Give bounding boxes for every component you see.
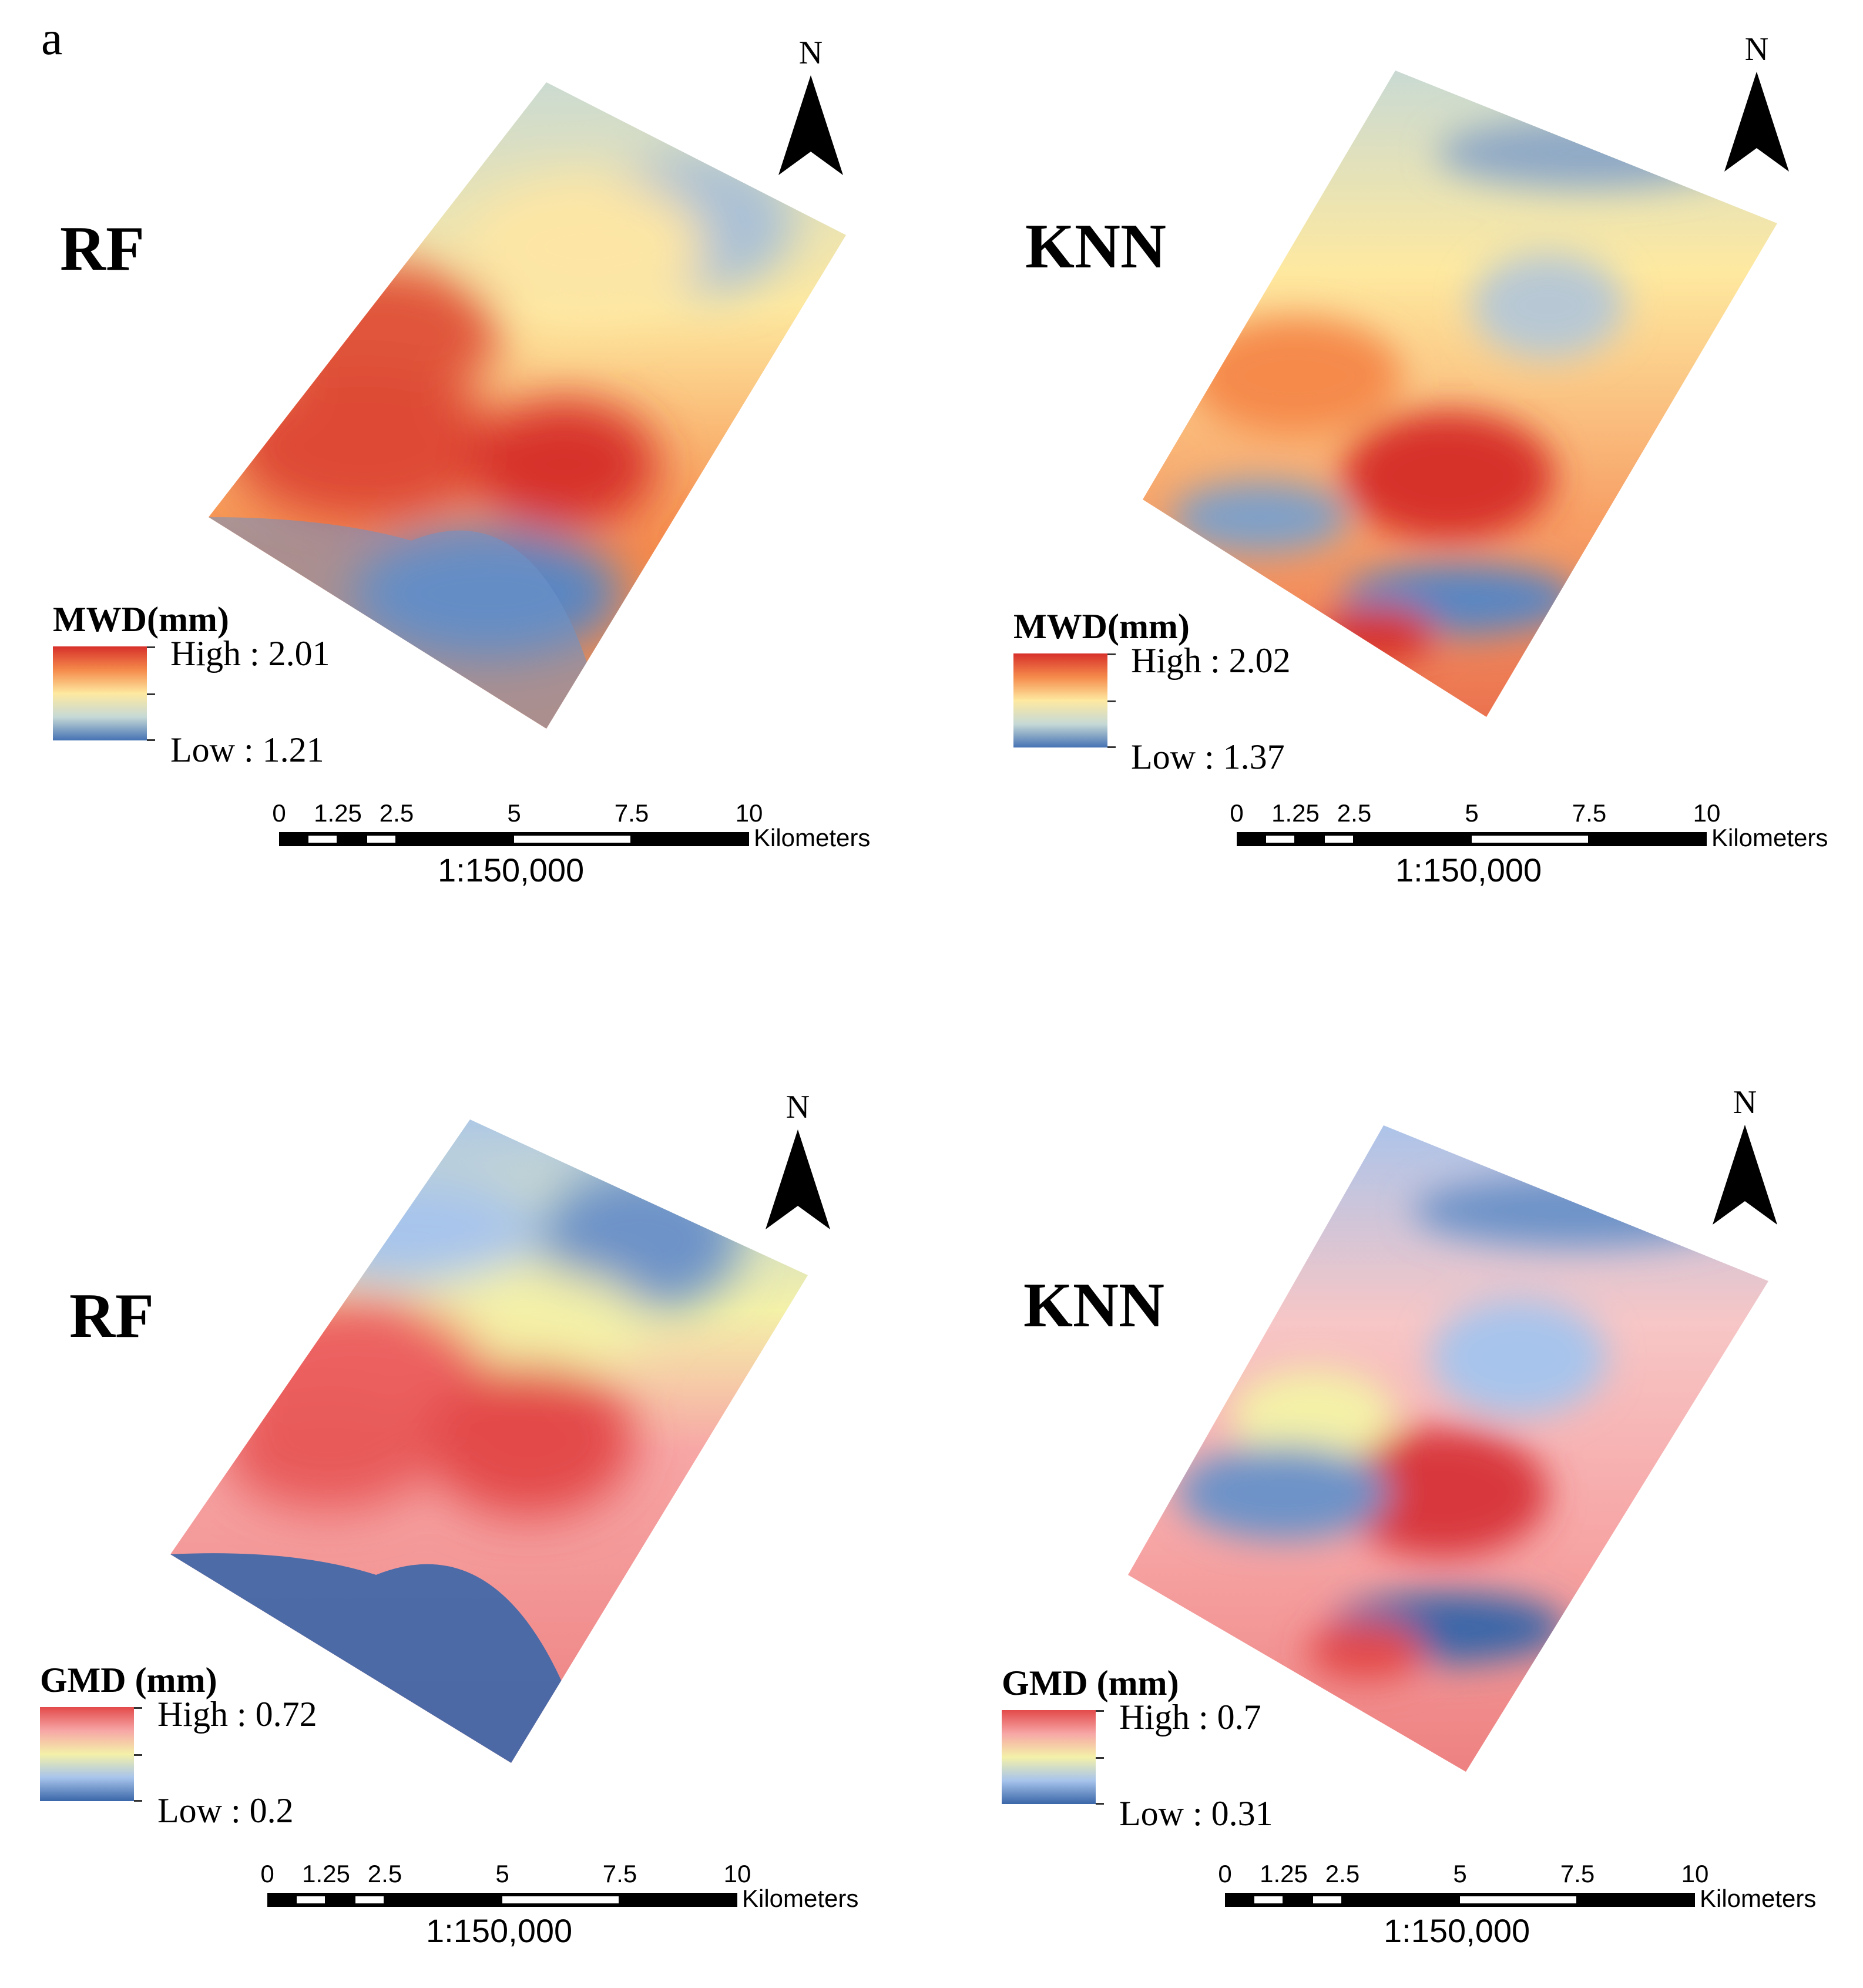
legend-low-label: Low : 1.21	[170, 730, 324, 769]
north-letter: N	[1733, 1084, 1757, 1121]
panel-rf-mwd: RF N MWD(mm) High : 2.01 Low : 1.21 0 1.…	[0, 0, 931, 993]
legend-tick	[134, 1800, 142, 1802]
legend-high-label: High : 0.7	[1119, 1698, 1261, 1736]
model-title: KNN	[1025, 212, 1166, 281]
panel-rf-gmd: RF N GMD (mm) High : 0.72 Low : 0.2 0 1.…	[0, 993, 931, 1986]
legend-low-label: Low : 0.31	[1119, 1794, 1273, 1833]
figure-label: a	[41, 11, 63, 65]
map-raster-rf-mwd	[209, 82, 846, 729]
scale-tick-label: 10	[735, 799, 763, 827]
scale-tick-label: 5	[507, 799, 521, 827]
north-arrow-icon	[766, 1129, 830, 1229]
legend-tick	[1096, 1757, 1104, 1759]
scale-unit: Kilometers	[742, 1885, 859, 1912]
scale-ratio: 1:150,000	[1395, 851, 1542, 889]
scale-bar-graphic	[267, 1893, 737, 1907]
legend-tick	[134, 1754, 142, 1756]
north-arrow-icon	[1724, 72, 1789, 172]
scale-tick-label: 1.25	[1260, 1860, 1308, 1888]
north-arrow-icon	[778, 75, 843, 175]
legend-tick	[147, 646, 155, 648]
scale-ratio: 1:150,000	[438, 851, 585, 889]
scale-tick-label: 10	[1693, 799, 1721, 827]
legend-title: MWD(mm)	[53, 600, 229, 639]
legend-color-ramp	[1013, 653, 1107, 747]
legend-high-label: High : 0.72	[157, 1695, 317, 1734]
scale-tick-label: 1.25	[314, 799, 362, 827]
scale-tick-label: 2.5	[1337, 799, 1372, 827]
scale-bar: 0 1.25 2.5 5 7.5 10 Kilometers 1:150,000	[1230, 799, 1848, 893]
scale-tick-label: 5	[1465, 799, 1479, 827]
north-arrow: N	[1713, 31, 1801, 172]
legend-tick	[147, 693, 155, 695]
legend-tick	[1107, 653, 1116, 655]
scale-bar: 0 1.25 2.5 5 7.5 10 Kilometers 1:150,000	[260, 1860, 878, 1954]
scale-tick-label: 2.5	[379, 799, 414, 827]
map-raster-knn-mwd	[1143, 71, 1777, 717]
scale-tick-label: 0	[272, 799, 286, 827]
legend-tick	[1107, 746, 1116, 748]
scale-unit: Kilometers	[1700, 1885, 1817, 1912]
north-letter: N	[1744, 31, 1769, 68]
north-arrow-icon	[1713, 1125, 1777, 1225]
scale-tick-label: 2.5	[1325, 1860, 1360, 1888]
panel-knn-mwd: KNN N MWD(mm) High : 2.02 Low : 1.37 0 1…	[931, 0, 1862, 993]
legend-tick	[1096, 1710, 1104, 1712]
scale-ratio: 1:150,000	[426, 1912, 573, 1949]
legend-title: GMD (mm)	[40, 1661, 217, 1699]
north-letter: N	[798, 35, 823, 71]
scale-tick-label: 2.5	[367, 1860, 402, 1888]
legend-title: MWD(mm)	[1013, 607, 1190, 646]
map-raster-knn-gmd	[1128, 1125, 1768, 1772]
legend-title: GMD (mm)	[1002, 1664, 1179, 1702]
scale-ratio: 1:150,000	[1384, 1912, 1530, 1949]
legend-high-label: High : 2.02	[1131, 641, 1291, 680]
legend-tick	[134, 1707, 142, 1709]
scale-unit: Kilometers	[1711, 824, 1828, 851]
panel-knn-gmd: KNN N GMD (mm) High : 0.7 Low : 0.31 0 1…	[931, 993, 1862, 1986]
scale-unit: Kilometers	[754, 824, 871, 851]
scale-tick-label: 7.5	[602, 1860, 637, 1888]
scale-tick-label: 10	[723, 1860, 751, 1888]
scale-tick-label: 1.25	[302, 1860, 350, 1888]
scale-bar: 0 1.25 2.5 5 7.5 10 Kilometers 1:150,000	[272, 799, 890, 893]
north-arrow: N	[1701, 1084, 1789, 1225]
model-title: KNN	[1023, 1270, 1164, 1340]
legend-color-ramp	[1002, 1710, 1096, 1804]
legend-low-label: Low : 1.37	[1131, 737, 1285, 776]
legend-color-ramp	[53, 646, 147, 740]
legend-tick	[147, 739, 155, 741]
legend-color-ramp	[40, 1707, 134, 1801]
model-title: RF	[69, 1281, 154, 1351]
legend-tick	[1096, 1803, 1104, 1805]
legend-low-label: Low : 0.2	[157, 1791, 294, 1830]
scale-bar-graphic	[279, 832, 749, 846]
legend-tick	[1107, 700, 1116, 702]
legend-high-label: High : 2.01	[170, 634, 330, 673]
scale-tick-label: 10	[1681, 1860, 1709, 1888]
map-raster-rf-gmd	[170, 1119, 808, 1763]
scale-tick-label: 0	[1218, 1860, 1232, 1888]
scale-tick-label: 5	[495, 1860, 509, 1888]
scale-tick-label: 7.5	[614, 799, 649, 827]
scale-tick-label: 7.5	[1572, 799, 1607, 827]
scale-tick-label: 5	[1453, 1860, 1467, 1888]
north-letter: N	[786, 1089, 810, 1125]
scale-tick-label: 0	[1230, 799, 1244, 827]
scale-tick-label: 7.5	[1560, 1860, 1595, 1888]
north-arrow: N	[754, 1088, 842, 1229]
scale-tick-label: 1.25	[1271, 799, 1320, 827]
north-arrow: N	[767, 34, 855, 175]
scale-bar: 0 1.25 2.5 5 7.5 10 Kilometers 1:150,000	[1218, 1860, 1836, 1954]
scale-bar-graphic	[1237, 832, 1707, 846]
scale-bar-graphic	[1225, 1893, 1695, 1907]
model-title: RF	[60, 214, 145, 284]
scale-tick-label: 0	[260, 1860, 274, 1888]
